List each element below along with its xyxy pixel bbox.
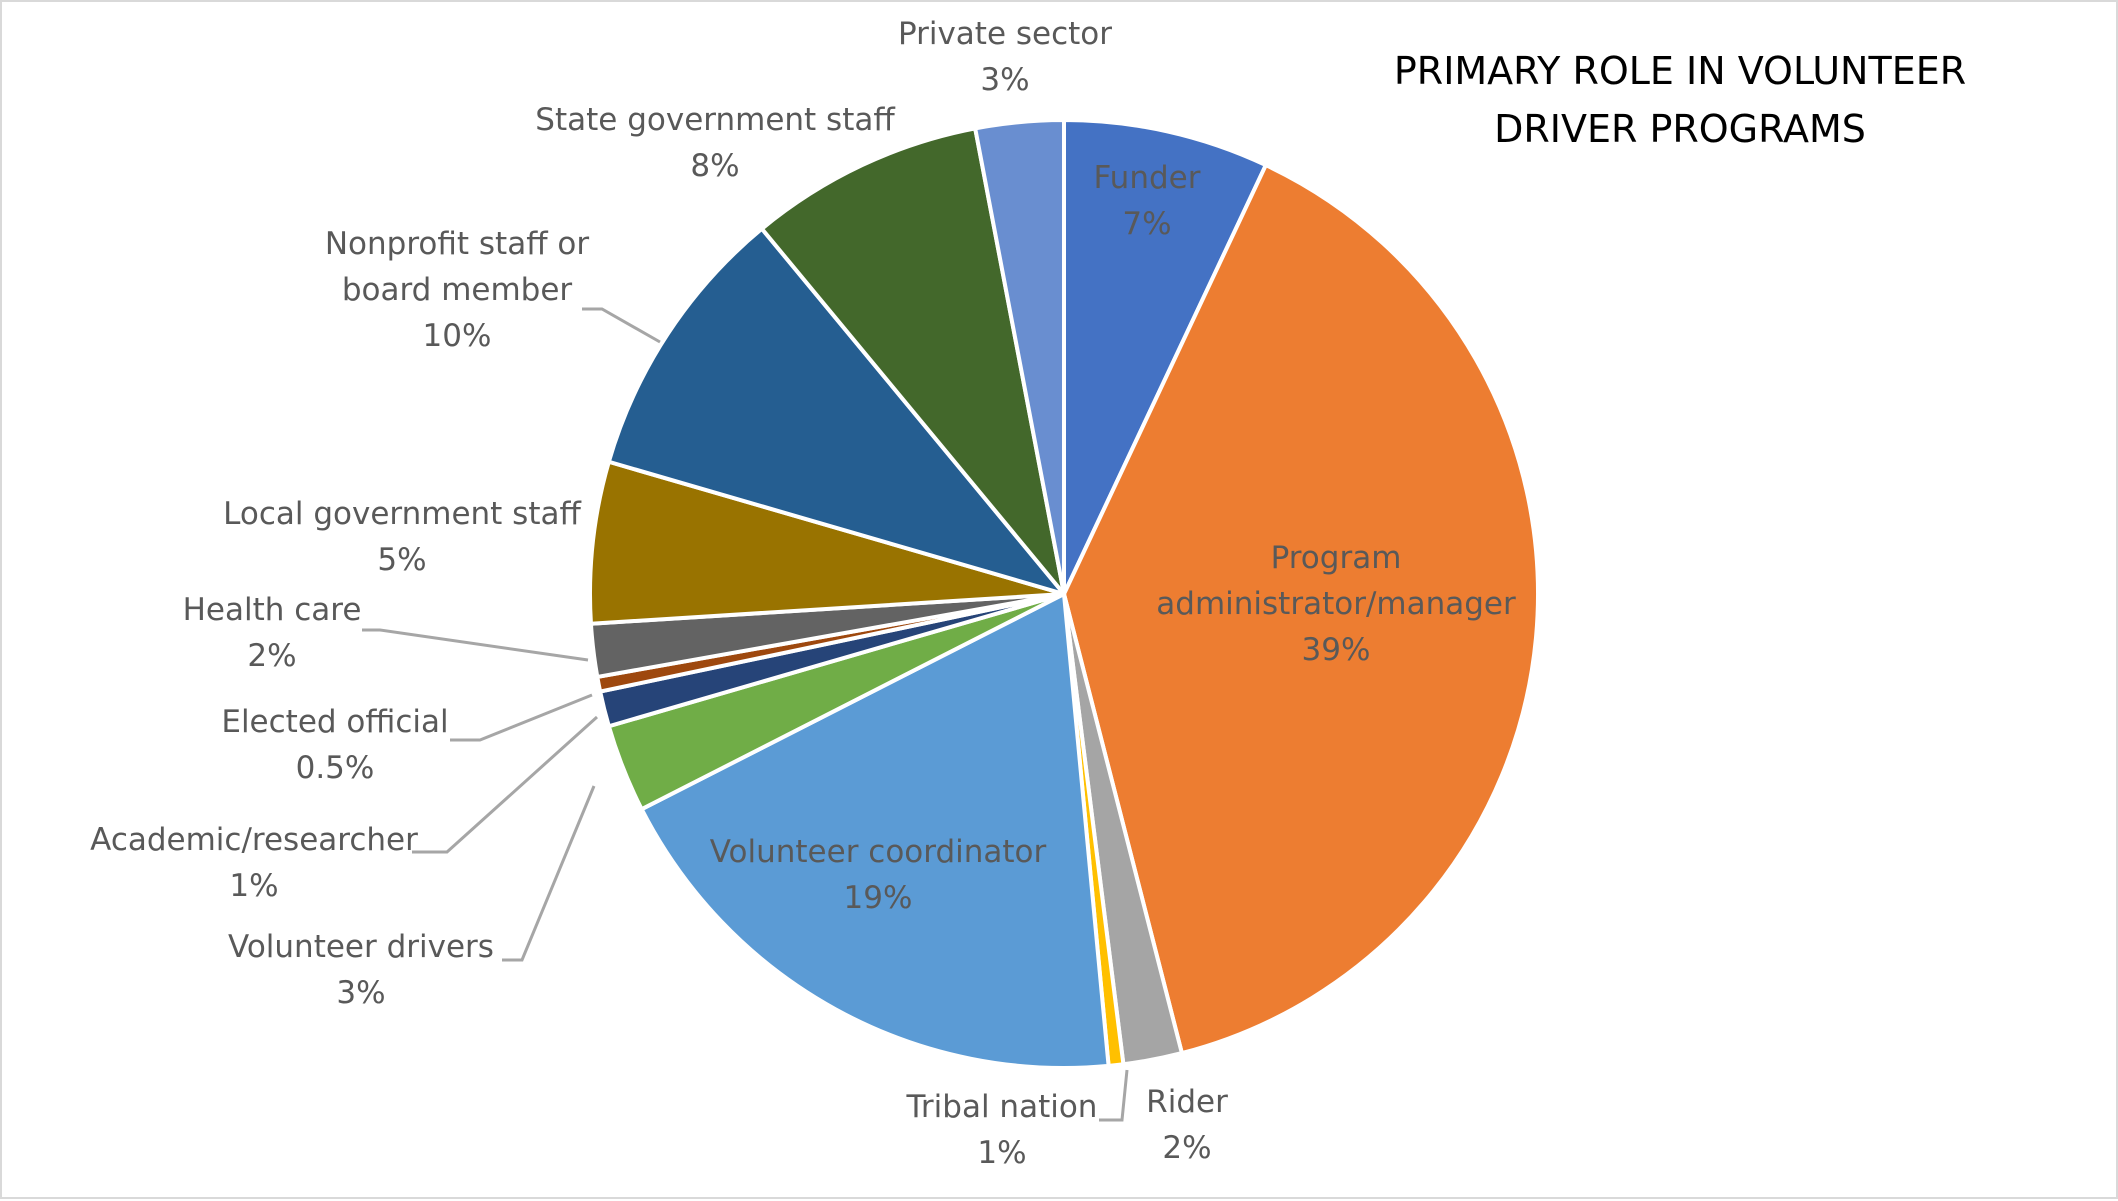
data-label-value: 10% [423,318,492,354]
pie-slice-funder [1062,118,1268,596]
data-label-private-sector: Private sector 3% [898,16,1112,98]
pie-slice-state-gov [759,126,1066,596]
pie-slice-private-sector [973,118,1066,596]
data-label-value: 0.5% [296,750,375,786]
leader-line-elected-official [450,693,593,742]
data-label-category: Volunteer coordinator [710,834,1047,870]
leader-lines-layer [362,307,1129,1122]
data-label-program-admin: Program administrator/manager 39% [1156,540,1516,668]
pie-slice-volunteer-coordinator [639,592,1111,1070]
data-label-value: 2% [1162,1130,1211,1166]
data-label-local-gov: Local government staff 5% [223,496,581,578]
chart-title: PRIMARY ROLE IN VOLUNTEER DRIVER PROGRAMS [1394,49,1966,151]
data-label-category: board member [342,272,573,308]
data-label-nonprofit: Nonprofit staff or board member 10% [325,226,590,354]
data-label-elected-official: Elected official 0.5% [221,704,448,786]
data-label-category: Elected official [221,704,448,740]
slices-layer [588,118,1541,1070]
chart-title-line: PRIMARY ROLE IN VOLUNTEER [1394,49,1966,93]
leader-line-volunteer-drivers [502,785,596,962]
data-label-state-gov: State government staff 8% [535,102,895,184]
data-label-category: Funder [1094,160,1201,196]
pie-slice-nonprofit [606,226,1066,596]
data-label-value: 7% [1122,206,1171,242]
data-label-tribal-nation: Tribal nation 1% [906,1089,1098,1171]
data-label-category: administrator/manager [1156,586,1516,622]
data-label-value: 19% [844,880,913,916]
data-label-funder: Funder 7% [1094,160,1201,242]
data-label-health-care: Health care 2% [183,592,362,674]
data-label-rider: Rider 2% [1146,1084,1228,1166]
data-label-category: Health care [183,592,362,628]
data-label-category: Volunteer drivers [228,929,494,965]
data-label-value: 3% [336,975,385,1011]
pie-slice-local-gov [588,459,1066,626]
data-label-category: Rider [1146,1084,1228,1120]
data-label-category: Program [1271,540,1402,576]
labels-layer: Funder 7% Program administrator/manager 39% R… [90,16,1516,1171]
data-label-volunteer-coordinator: Volunteer coordinator 19% [710,834,1047,916]
data-label-category: Academic/researcher [90,822,418,858]
data-label-category: Nonprofit staff or [325,226,590,262]
data-label-value: 5% [377,542,426,578]
data-label-category: Tribal nation [906,1089,1098,1125]
leader-line-health-care [362,628,589,662]
chart-title-line: DRIVER PROGRAMS [1494,107,1866,151]
leader-line-academic [412,715,599,854]
data-label-category: Private sector [898,16,1112,52]
data-label-category: State government staff [535,102,895,138]
data-label-value: 2% [247,638,296,674]
data-label-value: 39% [1302,632,1371,668]
data-label-value: 3% [980,62,1029,98]
data-label-academic: Academic/researcher 1% [90,822,418,904]
leader-line-nonprofit [582,307,661,344]
leader-line-tribal-nation [1099,1069,1129,1122]
data-label-category: Local government staff [223,496,581,532]
pie-slice-program-admin [1062,163,1541,1056]
data-label-value: 1% [977,1135,1026,1171]
data-label-volunteer-drivers: Volunteer drivers 3% [228,929,494,1011]
data-label-value: 1% [229,868,278,904]
data-label-value: 8% [690,148,739,184]
